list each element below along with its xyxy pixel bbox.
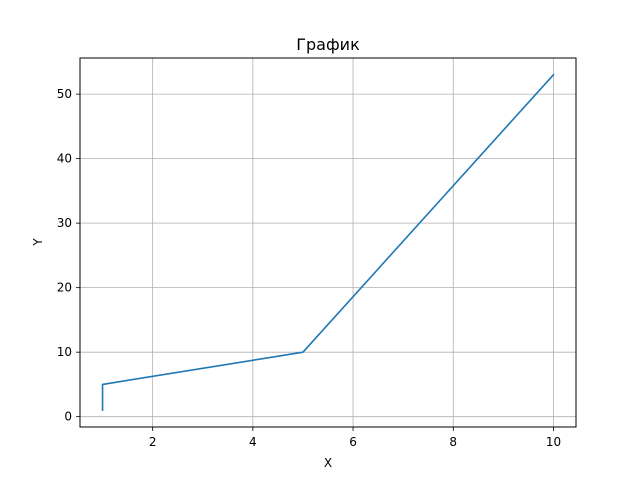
x-tick-label: 6 [349,435,357,449]
x-tick-label: 8 [449,435,457,449]
y-tick-label: 20 [57,281,72,295]
y-tick-label: 40 [57,152,72,166]
y-tick-label: 30 [57,216,72,230]
series-layer [101,73,555,412]
plot-frame [79,57,577,428]
y-tick-label: 0 [64,410,72,424]
x-tick-label: 2 [149,435,157,449]
y-tick-label: 50 [57,87,72,101]
chart-title: График [296,35,360,54]
grid [80,58,576,427]
x-axis-ticks: 2 4 6 8 10 [149,427,561,449]
x-tick-label: 4 [249,435,257,449]
x-axis-label: X [324,456,332,470]
x-tick-label: 10 [546,435,561,449]
y-tick-label: 10 [57,345,72,359]
series-line [101,73,555,412]
y-axis-ticks: 0 10 20 30 40 50 [57,87,80,424]
y-axis-label: Y [31,238,45,247]
